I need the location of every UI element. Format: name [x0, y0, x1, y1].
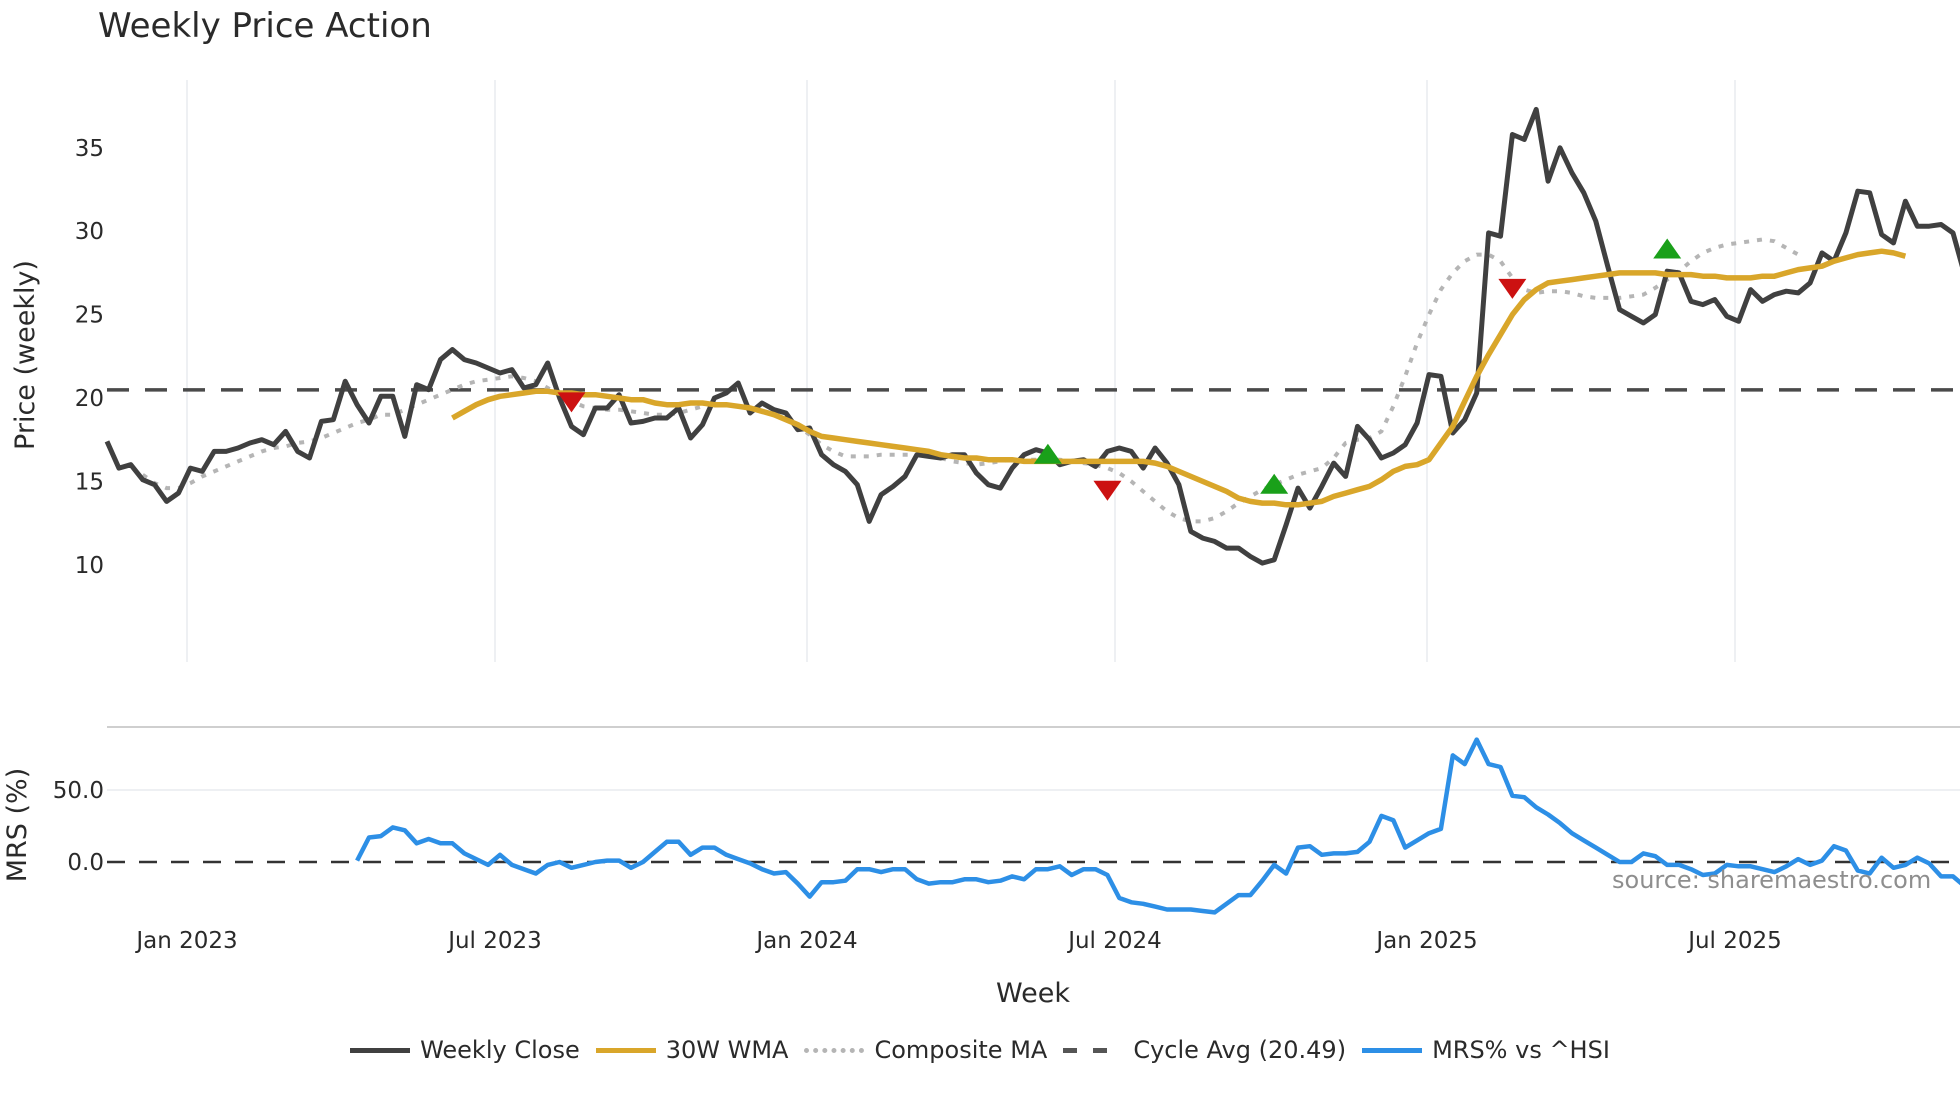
legend-swatch-weekly-close	[350, 1047, 411, 1053]
mrs-y-axis-label: MRS (%)	[2, 768, 33, 883]
x-tick-label: Jul 2024	[1066, 928, 1162, 954]
buy-signal-icon	[1260, 473, 1289, 494]
legend-label: 30W WMA	[665, 1036, 789, 1064]
sell-signal-icon	[1498, 278, 1527, 299]
y-tick-label: 20	[75, 386, 104, 412]
buy-signal-icon	[1033, 443, 1062, 464]
sell-signal-icon	[1093, 480, 1122, 501]
x-tick-label: Jul 2025	[1686, 928, 1782, 954]
legend-item-cycle-avg[interactable]: Cycle Avg (20.49)	[1063, 1036, 1346, 1064]
legend-item-composite-ma[interactable]: Composite MA	[804, 1036, 1047, 1064]
x-tick-label: Jul 2023	[446, 928, 542, 954]
y-tick-label: 10	[75, 553, 104, 579]
x-tick-label: Jan 2024	[754, 928, 857, 954]
source-watermark: source: sharemaestro.com	[1612, 866, 1932, 894]
signal-markers	[557, 238, 1682, 501]
chart-title: Weekly Price Action	[98, 6, 432, 46]
mrs-y-axis: 0.0 50.0	[53, 778, 104, 876]
weekly-close-line	[104, 106, 1960, 566]
y-tick-label: 30	[75, 219, 104, 245]
price-series	[104, 106, 1960, 566]
y-tick-label: 15	[75, 469, 104, 495]
mrs-line	[355, 737, 1960, 915]
legend-label: Weekly Close	[420, 1036, 580, 1064]
legend-swatch-cycle-avg	[1063, 1047, 1124, 1053]
wma30-line	[451, 248, 1907, 508]
legend-swatch-mrs	[1362, 1047, 1423, 1053]
y-tick-label: 25	[75, 303, 104, 329]
x-axis: Jan 2023 Jul 2023 Jan 2024 Jul 2024 Jan 2025…	[134, 928, 1781, 954]
legend-item-30w-wma[interactable]: 30W WMA	[595, 1036, 789, 1064]
legend: Weekly Close 30W WMA Composite MA Cycle …	[0, 1036, 1960, 1064]
grid-lines	[107, 80, 1960, 791]
mrs-tick-label: 0.0	[67, 850, 104, 876]
price-y-axis: 10 15 20 25 30 35	[75, 136, 104, 579]
legend-label: MRS% vs ^HSI	[1432, 1036, 1610, 1064]
y-tick-label: 35	[75, 136, 104, 162]
legend-item-mrs[interactable]: MRS% vs ^HSI	[1362, 1036, 1610, 1064]
price-y-axis-label: Price (weekly)	[10, 260, 41, 450]
legend-label: Composite MA	[874, 1036, 1048, 1064]
sell-signal-icon	[557, 392, 586, 413]
x-axis-label: Week	[996, 978, 1070, 1009]
x-tick-label: Jan 2023	[134, 928, 237, 954]
legend-label: Cycle Avg (20.49)	[1133, 1036, 1347, 1064]
x-tick-label: Jan 2025	[1374, 928, 1477, 954]
legend-swatch-composite-ma	[804, 1047, 865, 1053]
mrs-tick-label: 50.0	[53, 778, 104, 804]
buy-signal-icon	[1653, 238, 1682, 259]
legend-swatch-30w-wma	[595, 1047, 656, 1053]
legend-item-weekly-close[interactable]: Weekly Close	[350, 1036, 580, 1064]
mrs-series	[107, 737, 1960, 915]
